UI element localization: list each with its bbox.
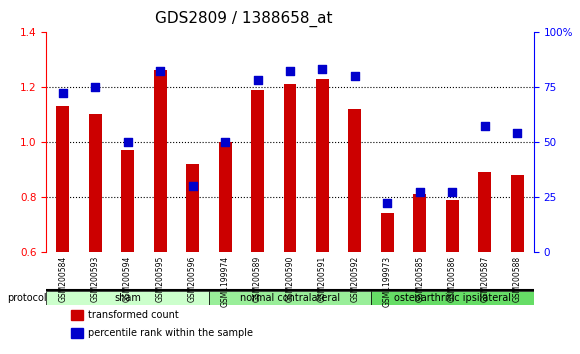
Text: GSM200585: GSM200585 [415,256,425,302]
FancyBboxPatch shape [46,291,209,305]
Text: GSM200584: GSM200584 [58,256,67,302]
Point [480,124,490,129]
Point [415,190,425,195]
Bar [219,142,231,252]
Point [383,201,392,206]
Bar [121,150,134,252]
Text: GSM200586: GSM200586 [448,256,457,302]
Text: GSM200589: GSM200589 [253,256,262,302]
Text: GSM200593: GSM200593 [90,256,100,302]
Text: GSM200591: GSM200591 [318,256,327,302]
Bar [284,84,296,252]
Bar [446,200,459,252]
Text: osteoarthritic ipsilateral: osteoarthritic ipsilateral [394,293,511,303]
Point [155,69,165,74]
Bar [414,194,426,252]
Bar [89,114,101,252]
Bar [349,109,361,252]
Text: GSM200587: GSM200587 [480,256,490,302]
Point [90,84,100,90]
Point [448,190,457,195]
Bar [154,70,166,252]
Text: GSM200594: GSM200594 [123,256,132,302]
Text: GSM200595: GSM200595 [155,256,165,302]
Point [123,139,132,145]
Bar [316,79,329,252]
Text: GSM200588: GSM200588 [513,256,522,302]
Bar [381,213,394,252]
Point [58,91,67,96]
Point [350,73,360,79]
Point [188,183,197,189]
Bar [186,164,199,252]
Text: GSM200590: GSM200590 [285,256,295,302]
Bar [56,106,69,252]
Text: protocol: protocol [7,293,46,303]
Bar [511,175,524,252]
Point [318,67,327,72]
Text: GSM1199974: GSM1199974 [220,256,230,307]
Text: sham: sham [114,293,141,303]
FancyBboxPatch shape [209,291,371,305]
Text: GSM200596: GSM200596 [188,256,197,302]
Point [513,130,522,136]
Text: GSM1199973: GSM1199973 [383,256,392,307]
Point [220,139,230,145]
Bar [71,327,83,338]
Text: normal contralateral: normal contralateral [240,293,340,303]
Text: transformed count: transformed count [88,310,179,320]
Bar [251,90,264,252]
Point [253,78,262,83]
Text: GSM200592: GSM200592 [350,256,360,302]
Text: percentile rank within the sample: percentile rank within the sample [88,328,253,338]
Point [285,69,295,74]
FancyBboxPatch shape [371,291,534,305]
Bar [478,172,491,252]
Bar [71,310,83,320]
Text: GDS2809 / 1388658_at: GDS2809 / 1388658_at [155,11,332,27]
